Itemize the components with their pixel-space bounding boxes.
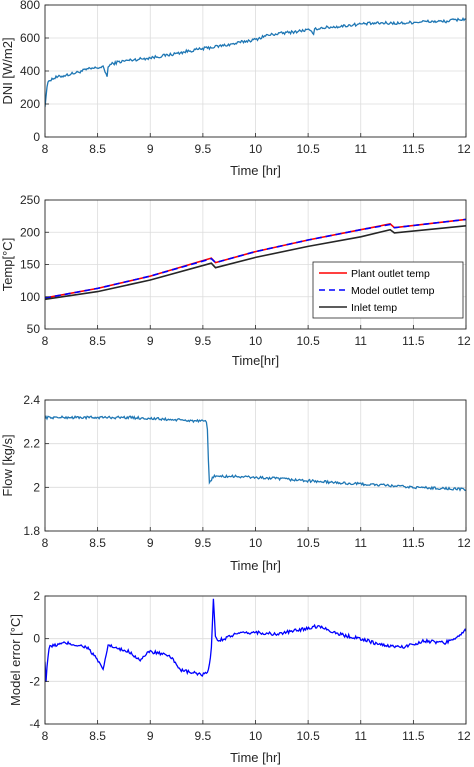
y-tick-label: -2 bbox=[29, 674, 40, 688]
x-tick-label: 11 bbox=[355, 729, 368, 743]
x-tick-label: 12 bbox=[457, 729, 471, 743]
x-tick-label: 8 bbox=[42, 334, 49, 348]
legend: Plant outlet temp Model outlet temp Inlet … bbox=[312, 261, 464, 319]
series-line-1 bbox=[45, 17, 466, 108]
y-tick-label: 0 bbox=[33, 130, 40, 144]
legend-label-model-outlet-temp: Model outlet temp bbox=[351, 285, 435, 297]
x-axis-label: Time [hr] bbox=[230, 558, 281, 573]
x-tick-label: 9.5 bbox=[195, 536, 212, 550]
series-line-4 bbox=[45, 598, 466, 683]
x-tick-label: 12 bbox=[457, 536, 471, 550]
x-tick-label: 11 bbox=[355, 334, 368, 348]
y-tick-label: 2 bbox=[33, 480, 40, 494]
y-tick-label: -4 bbox=[29, 717, 40, 731]
y-axis-label: Temp[°C] bbox=[0, 238, 15, 292]
series-line-inlet-temp bbox=[45, 225, 466, 301]
x-tick-label: 8 bbox=[42, 729, 49, 743]
legend-box bbox=[312, 261, 464, 319]
y-tick-label: 200 bbox=[20, 97, 40, 111]
chart-panel-1: 8 8.5 9 9.5 10 10.5 11 11.5 12 0 200 400 600 800 Time … bbox=[0, 0, 471, 178]
y-tick-label: 800 bbox=[20, 0, 40, 12]
x-tick-label: 10 bbox=[249, 729, 263, 743]
x-tick-label: 9.5 bbox=[195, 142, 212, 156]
x-tick-label: 9.5 bbox=[195, 729, 212, 743]
series-line-plant-outlet-temp bbox=[45, 218, 466, 299]
x-tick-label: 9 bbox=[147, 142, 154, 156]
x-axis-label: Time [hr] bbox=[230, 750, 281, 765]
y-tick-label: 100 bbox=[20, 290, 40, 304]
x-axis-label: Time[hr] bbox=[232, 353, 279, 368]
chart-panel-2: 8 8.5 9 9.5 10 10.5 11 11.5 12 50 100 150 200 250 Time… bbox=[0, 193, 471, 368]
y-tick-label: 150 bbox=[20, 258, 40, 272]
x-tick-label: 10 bbox=[249, 142, 263, 156]
y-tick-label: 2 bbox=[33, 589, 40, 603]
chart-panel-4: 8 8.5 9 9.5 10 10.5 11 11.5 12 -4 -2 0 2 Time [hr] Mod… bbox=[8, 589, 471, 765]
y-axis-label: DNI [W/m2] bbox=[0, 37, 15, 104]
x-tick-label: 8.5 bbox=[89, 729, 106, 743]
x-tick-label: 8.5 bbox=[89, 142, 106, 156]
y-axis-label: Flow [kg/s] bbox=[0, 434, 15, 496]
x-tick-label: 10.5 bbox=[296, 142, 320, 156]
x-tick-label: 10 bbox=[249, 334, 263, 348]
legend-label-plant-outlet-temp: Plant outlet temp bbox=[351, 268, 430, 280]
y-tick-label: 0 bbox=[33, 632, 40, 646]
x-tick-label: 11 bbox=[355, 536, 368, 550]
x-tick-label: 11.5 bbox=[402, 536, 425, 550]
y-tick-label: 1.8 bbox=[23, 524, 40, 538]
x-tick-label: 10.5 bbox=[296, 729, 320, 743]
y-tick-label: 600 bbox=[20, 31, 40, 45]
x-tick-label: 9 bbox=[147, 536, 154, 550]
x-tick-label: 10.5 bbox=[296, 334, 320, 348]
y-tick-label: 50 bbox=[27, 322, 41, 336]
x-tick-label: 8 bbox=[42, 142, 49, 156]
x-tick-label: 8.5 bbox=[89, 334, 106, 348]
x-tick-label: 9.5 bbox=[195, 334, 212, 348]
y-tick-label: 250 bbox=[20, 193, 40, 207]
x-tick-label: 11 bbox=[355, 142, 368, 156]
x-tick-label: 11.5 bbox=[402, 334, 425, 348]
y-tick-label: 2.2 bbox=[23, 437, 40, 451]
x-tick-label: 9 bbox=[147, 334, 154, 348]
y-axis-label: Model error [°C] bbox=[8, 614, 23, 706]
y-tick-label: 200 bbox=[20, 225, 40, 239]
legend-label-inlet-temp: Inlet temp bbox=[351, 302, 397, 314]
x-tick-label: 10.5 bbox=[296, 536, 320, 550]
series-line-3 bbox=[45, 415, 466, 492]
x-tick-label: 8 bbox=[42, 536, 49, 550]
x-tick-label: 11.5 bbox=[402, 142, 425, 156]
x-tick-label: 11.5 bbox=[402, 729, 425, 743]
x-tick-label: 9 bbox=[147, 729, 154, 743]
x-tick-label: 8.5 bbox=[89, 536, 106, 550]
x-tick-label: 10 bbox=[249, 536, 263, 550]
x-tick-label: 12 bbox=[457, 142, 471, 156]
x-tick-label: 12 bbox=[457, 334, 471, 348]
y-tick-label: 400 bbox=[20, 64, 40, 78]
chart-panel-3: 8 8.5 9 9.5 10 10.5 11 11.5 12 1.8 2 2.2 2.4 Time [hr… bbox=[0, 393, 471, 573]
y-tick-label: 2.4 bbox=[23, 393, 40, 407]
x-axis-label: Time [hr] bbox=[230, 163, 281, 178]
